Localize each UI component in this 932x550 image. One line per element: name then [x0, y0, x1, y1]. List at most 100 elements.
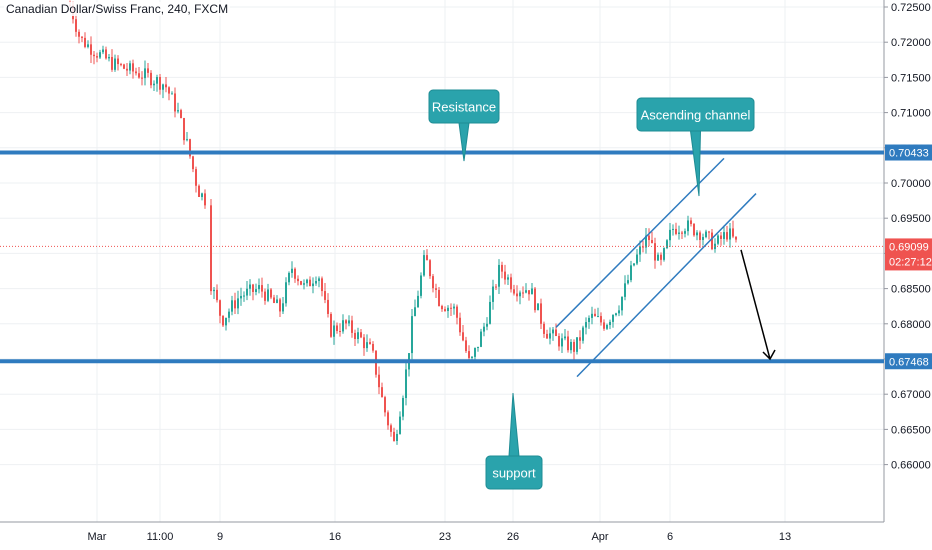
- candle-body: [318, 278, 320, 282]
- candle-body: [609, 321, 611, 325]
- candle-body: [144, 68, 146, 79]
- candle-body: [438, 289, 440, 306]
- candle-body: [87, 44, 89, 47]
- candle-body: [459, 317, 461, 333]
- candle-body: [651, 240, 653, 244]
- candle-body: [732, 228, 734, 237]
- candle-body: [690, 220, 692, 224]
- candle-body: [567, 336, 569, 351]
- channel-callout-box: [636, 97, 755, 132]
- candle-body: [621, 296, 623, 311]
- candle-body: [117, 58, 119, 65]
- candle-body: [573, 341, 575, 352]
- candle-body: [252, 284, 254, 292]
- candle-body: [372, 343, 374, 351]
- candle-body: [360, 332, 362, 338]
- candle-body: [309, 279, 311, 287]
- candle-body: [525, 290, 527, 293]
- candle-body: [300, 281, 302, 285]
- candle-body: [330, 313, 332, 337]
- candle-body: [204, 193, 206, 206]
- x-tick-label: 9: [217, 531, 223, 543]
- candle-body: [378, 374, 380, 388]
- candle-body: [660, 254, 662, 260]
- candle-body: [666, 240, 668, 249]
- candle-body: [486, 323, 488, 327]
- projection-arrow-head: [762, 349, 776, 361]
- x-tick-label: Mar: [88, 531, 107, 543]
- candle-body: [414, 307, 416, 317]
- candle-body: [102, 49, 104, 53]
- candle-body: [246, 288, 248, 296]
- candle-body: [648, 235, 650, 241]
- price-tag-support: [885, 353, 932, 370]
- candle-body: [315, 281, 317, 284]
- candle-body: [624, 283, 626, 297]
- candle-body: [366, 342, 368, 349]
- candle-body: [510, 277, 512, 290]
- candle-body: [186, 139, 188, 141]
- candle-body: [693, 223, 695, 236]
- candle-body: [369, 342, 371, 344]
- support-callout-box: [485, 455, 543, 490]
- candle-body: [483, 326, 485, 332]
- candle-body: [561, 338, 563, 347]
- candle-body: [471, 356, 473, 358]
- candle-body: [528, 290, 530, 295]
- candle-body: [480, 331, 482, 347]
- candle-body: [84, 37, 86, 47]
- candle-body: [141, 77, 143, 79]
- candle-body: [348, 320, 350, 324]
- candle-body: [675, 228, 677, 234]
- candle-body: [132, 63, 134, 72]
- candle-body: [537, 303, 539, 311]
- candle-body: [513, 289, 515, 294]
- candle-body: [543, 323, 545, 334]
- candle-body: [354, 332, 356, 340]
- candle-body: [387, 412, 389, 426]
- candle-body: [336, 325, 338, 332]
- candle-body: [645, 235, 647, 248]
- candle-body: [90, 44, 92, 55]
- candle-body: [702, 237, 704, 240]
- price-tag-label: 0.67468: [889, 356, 929, 368]
- candle-body: [126, 68, 128, 71]
- candle-body: [603, 322, 605, 329]
- y-tick-label: 0.66000: [891, 460, 931, 472]
- candle-body: [303, 283, 305, 285]
- candle-body: [498, 264, 500, 287]
- candle-body: [81, 36, 83, 38]
- candle-body: [114, 58, 116, 70]
- candle-body: [288, 272, 290, 283]
- candle-body: [135, 71, 137, 74]
- candle-body: [111, 56, 113, 70]
- candle-body: [267, 289, 269, 301]
- candle-body: [285, 282, 287, 304]
- candle-body: [201, 193, 203, 197]
- candle-body: [156, 77, 158, 84]
- candle-body: [225, 317, 227, 326]
- candle-body: [420, 275, 422, 296]
- candle-body: [396, 433, 398, 441]
- candle-body: [282, 303, 284, 312]
- channel-callout-text: Ascending channel: [641, 108, 751, 123]
- current-price-label: 0.69099: [889, 241, 929, 253]
- price-tag-label: 0.70433: [889, 148, 929, 160]
- chart-title: Canadian Dollar/Swiss Franc, 240, FXCM: [4, 2, 231, 16]
- candle-body: [339, 331, 341, 333]
- candle-body: [501, 264, 503, 272]
- candle-body: [726, 232, 728, 240]
- candle-body: [576, 337, 578, 352]
- candle-body: [189, 139, 191, 157]
- candle-body: [441, 305, 443, 310]
- candle-body: [558, 336, 560, 347]
- candle-body: [678, 232, 680, 234]
- candle-body: [297, 278, 299, 282]
- candle-body: [522, 292, 524, 294]
- candle-body: [474, 347, 476, 357]
- candle-body: [243, 295, 245, 297]
- candle-body: [696, 232, 698, 236]
- candle-body: [426, 255, 428, 261]
